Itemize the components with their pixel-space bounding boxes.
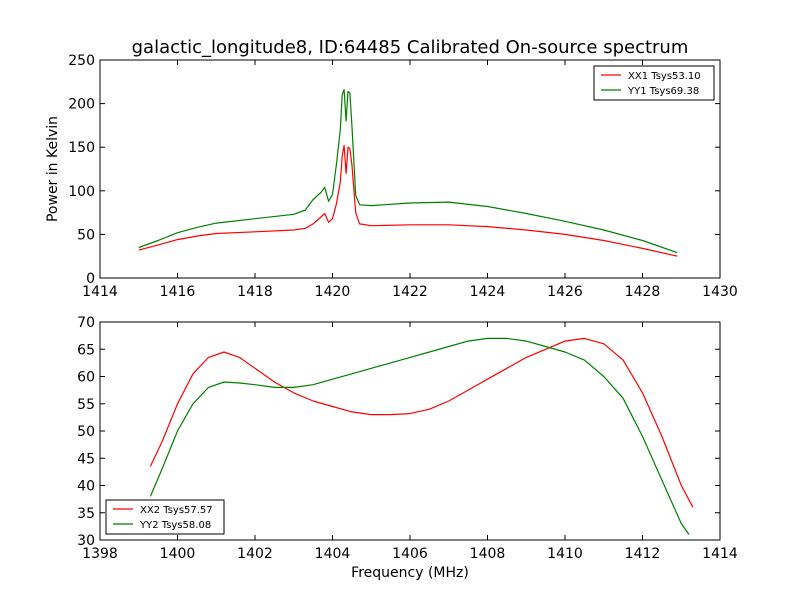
top-x-tick-label: 1416 bbox=[160, 284, 196, 300]
top-plot-frame bbox=[99, 59, 721, 279]
bottom-plot-frame bbox=[99, 321, 721, 541]
top-x-tick-label: 1418 bbox=[237, 284, 273, 300]
bottom-y-tick-label: 30 bbox=[77, 533, 95, 549]
bottom-y-tick-label: 35 bbox=[77, 506, 95, 522]
bottom-series-line-2 bbox=[149, 337, 690, 535]
top-plot-legend: XX1 Tsys53.10 YY1 Tsys69.38 bbox=[593, 65, 715, 101]
bottom-legend-label-xx2: XX2 Tsys57.57 bbox=[140, 505, 213, 516]
bottom-x-tick-label: 1398 bbox=[82, 546, 118, 562]
top-x-tick-label: 1426 bbox=[547, 284, 583, 300]
bottom-x-tick-label: 1414 bbox=[702, 546, 738, 562]
top-x-tick-label: 1430 bbox=[702, 284, 738, 300]
top-plot: galactic_longitude8, ID:64485 Calibrated… bbox=[45, 37, 738, 300]
bottom-x-tick-label: 1412 bbox=[625, 546, 661, 562]
top-series-line-1 bbox=[138, 144, 678, 257]
bottom-legend-label-yy2: YY2 Tsys58.08 bbox=[139, 520, 211, 531]
top-y-tick-label: 200 bbox=[68, 97, 95, 113]
top-series-line-2 bbox=[138, 88, 678, 254]
bottom-y-tick-label: 65 bbox=[77, 342, 95, 358]
top-x-tick-label: 1428 bbox=[625, 284, 661, 300]
top-plot-series-lines bbox=[138, 88, 678, 257]
top-plot-title: galactic_longitude8, ID:64485 Calibrated… bbox=[132, 37, 689, 58]
top-x-tick-label: 1424 bbox=[470, 284, 506, 300]
bottom-legend-box bbox=[105, 499, 225, 535]
top-legend-label-xx1: XX1 Tsys53.10 bbox=[628, 71, 701, 82]
top-legend-label-yy1: YY1 Tsys69.38 bbox=[627, 86, 699, 97]
top-y-tick-label: 100 bbox=[68, 184, 95, 200]
bottom-y-tick-label: 60 bbox=[77, 370, 95, 386]
bottom-x-tick-label: 1404 bbox=[315, 546, 351, 562]
top-y-tick-label: 150 bbox=[68, 140, 95, 156]
top-x-tick-label: 1422 bbox=[392, 284, 428, 300]
top-plot-y-axis-label: Power in Kelvin bbox=[45, 116, 61, 222]
bottom-x-tick-label: 1406 bbox=[392, 546, 428, 562]
top-plot-ticks: 1414 1416 1418 1420 1422 1424 1426 1428 1430 0 50 1… bbox=[68, 53, 738, 300]
bottom-x-tick-label: 1408 bbox=[470, 546, 506, 562]
bottom-plot-legend: XX2 Tsys57.57 YY2 Tsys58.08 bbox=[105, 499, 225, 535]
bottom-y-tick-label: 70 bbox=[77, 315, 95, 331]
top-x-tick-label: 1414 bbox=[82, 284, 118, 300]
top-y-tick-label: 50 bbox=[77, 227, 95, 243]
bottom-y-tick-label: 40 bbox=[77, 479, 95, 495]
bottom-plot: Frequency (MHz) 1398 1400 1402 1404 1406 1408… bbox=[77, 315, 738, 581]
bottom-x-tick-label: 1400 bbox=[160, 546, 196, 562]
bottom-series-line-1 bbox=[149, 337, 694, 508]
bottom-y-tick-label: 50 bbox=[77, 424, 95, 440]
top-y-tick-label: 0 bbox=[86, 271, 95, 287]
bottom-plot-x-axis-label: Frequency (MHz) bbox=[351, 565, 469, 581]
bottom-y-tick-label: 55 bbox=[77, 397, 95, 413]
bottom-x-tick-label: 1402 bbox=[237, 546, 273, 562]
top-y-tick-label: 250 bbox=[68, 53, 95, 69]
bottom-x-tick-label: 1410 bbox=[547, 546, 583, 562]
top-legend-box bbox=[593, 65, 715, 101]
bottom-plot-series-lines bbox=[149, 337, 694, 535]
top-x-tick-label: 1420 bbox=[315, 284, 351, 300]
bottom-y-tick-label: 45 bbox=[77, 451, 95, 467]
